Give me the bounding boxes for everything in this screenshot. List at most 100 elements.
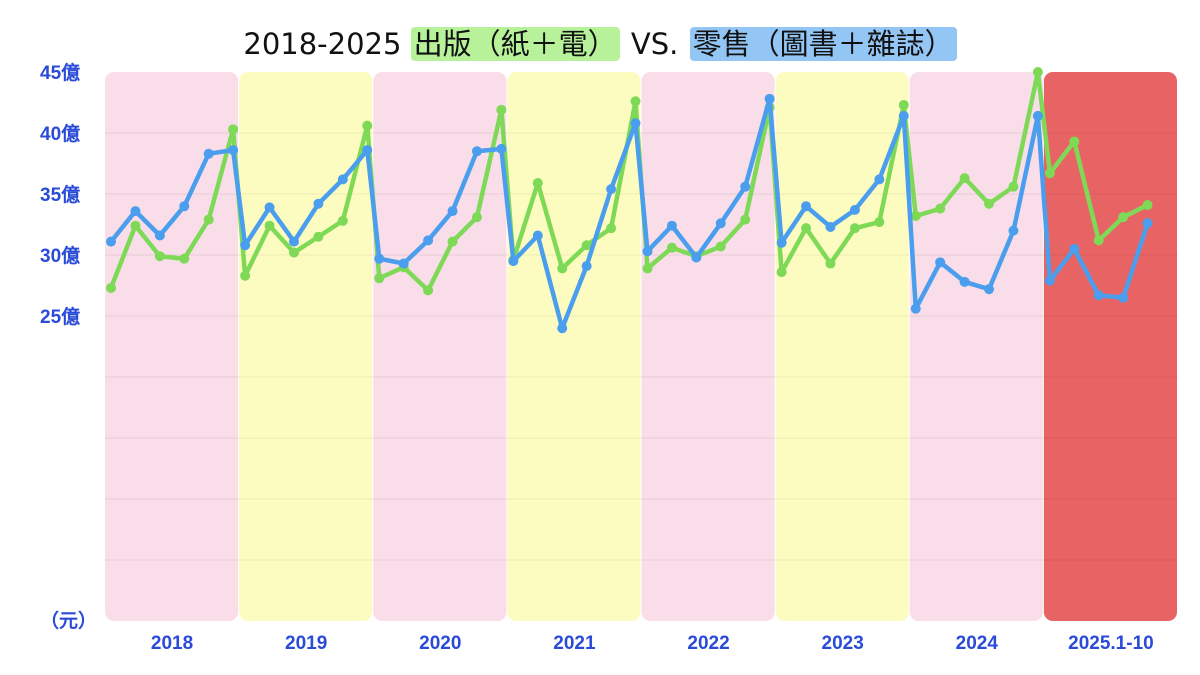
data-point-publishing [1093, 235, 1104, 246]
title-prefix: 2018-2025 [243, 27, 402, 61]
x-axis-ticks: 2018 2019 2020 2021 2022 2023 2024 2025.1-10 [151, 633, 1154, 654]
data-point-retail [532, 230, 543, 241]
x-tick-label-5: 2022 [687, 633, 729, 654]
data-point-publishing [471, 212, 482, 223]
data-point-publishing [776, 267, 787, 278]
data-point-publishing [313, 231, 324, 242]
x-tick-label-1: 2018 [151, 633, 193, 654]
data-point-retail [203, 148, 214, 159]
data-point-publishing [1044, 168, 1055, 179]
data-point-publishing [337, 215, 348, 226]
data-point-retail [740, 181, 751, 192]
data-point-publishing [984, 198, 995, 209]
series-retail [106, 93, 1153, 334]
data-point-publishing [935, 203, 946, 214]
data-point-publishing [1118, 212, 1129, 223]
data-point-publishing [557, 263, 568, 274]
y-tick-label-5: 45億 [40, 61, 80, 84]
data-point-retail [557, 323, 568, 334]
data-point-publishing [374, 273, 385, 284]
year-band-3 [373, 72, 507, 621]
data-point-publishing [898, 99, 909, 110]
data-point-publishing [154, 251, 165, 262]
data-point-retail [374, 253, 385, 264]
year-band-5 [641, 72, 775, 621]
data-point-retail [959, 276, 970, 287]
data-point-publishing [630, 96, 641, 107]
y-tick-label-2: 30億 [40, 244, 80, 267]
data-point-retail [764, 93, 775, 104]
data-point-publishing [642, 263, 653, 274]
data-point-publishing [130, 220, 141, 231]
data-point-retail [1069, 243, 1080, 254]
data-point-publishing [1008, 181, 1019, 192]
x-tick-label-6: 2023 [822, 633, 864, 654]
data-point-publishing [801, 223, 812, 234]
data-point-publishing [532, 178, 543, 189]
data-point-publishing [179, 253, 190, 264]
data-point-retail [898, 110, 909, 121]
data-point-retail [313, 198, 324, 209]
data-point-retail [240, 240, 251, 251]
data-point-retail [1032, 110, 1043, 121]
data-point-retail [874, 174, 885, 185]
data-point-retail [154, 230, 165, 241]
y-axis-unit-label: （元） [40, 609, 97, 632]
y-tick-label-1: 25億 [40, 305, 80, 328]
x-tick-label-3: 2020 [419, 633, 461, 654]
y-axis-ticks: 25億 30億 35億 40億 45億 [40, 61, 80, 328]
data-point-retail [715, 218, 726, 229]
data-point-publishing [1142, 199, 1153, 210]
data-point-retail [606, 184, 617, 195]
data-point-publishing [581, 240, 592, 251]
data-point-retail [130, 206, 141, 217]
data-point-retail [849, 204, 860, 215]
x-tick-label-8: 2025.1-10 [1068, 633, 1154, 654]
data-point-retail [179, 201, 190, 212]
year-band-4 [507, 72, 641, 621]
data-point-retail [106, 236, 116, 247]
data-point-retail [471, 146, 482, 157]
title-vs: VS. [630, 27, 679, 61]
data-point-publishing [203, 214, 214, 225]
data-point-retail [228, 145, 239, 156]
data-point-retail [825, 221, 836, 232]
y-tick-label-4: 40億 [40, 122, 80, 145]
data-point-publishing [1032, 67, 1043, 77]
data-point-publishing [288, 247, 299, 258]
data-point-retail [1008, 225, 1019, 236]
data-point-publishing [496, 104, 507, 115]
title-publishing-highlight: 出版（紙＋電） [410, 27, 620, 61]
year-band-2 [239, 72, 373, 621]
data-point-retail [1142, 218, 1153, 229]
data-point-retail [630, 118, 641, 129]
data-point-publishing [666, 242, 677, 253]
data-point-retail [581, 260, 592, 271]
data-point-publishing [740, 214, 751, 225]
data-point-publishing [447, 236, 458, 247]
data-point-retail [423, 235, 434, 246]
data-point-publishing [910, 210, 921, 221]
data-point-publishing [825, 258, 836, 269]
data-point-publishing [228, 124, 239, 135]
series-lines [106, 67, 1153, 334]
data-point-retail [801, 201, 812, 212]
data-point-retail [447, 206, 458, 217]
x-tick-label-4: 2021 [553, 633, 596, 654]
data-point-retail [1093, 290, 1104, 301]
data-point-retail [508, 256, 519, 267]
chart-title: 2018-2025 出版（紙＋電） VS. 零售（圖書＋雜誌） [0, 22, 1200, 66]
data-point-publishing [849, 223, 860, 234]
data-point-retail [1118, 292, 1129, 303]
y-tick-label-3: 35億 [40, 183, 80, 206]
year-band-7 [909, 72, 1043, 621]
data-point-retail [337, 174, 348, 185]
data-point-publishing [1069, 136, 1080, 147]
data-point-retail [910, 303, 921, 314]
data-point-publishing [264, 220, 275, 231]
data-point-publishing [423, 285, 434, 296]
data-point-retail [398, 258, 409, 269]
data-point-publishing [959, 173, 970, 184]
data-point-retail [288, 236, 299, 247]
